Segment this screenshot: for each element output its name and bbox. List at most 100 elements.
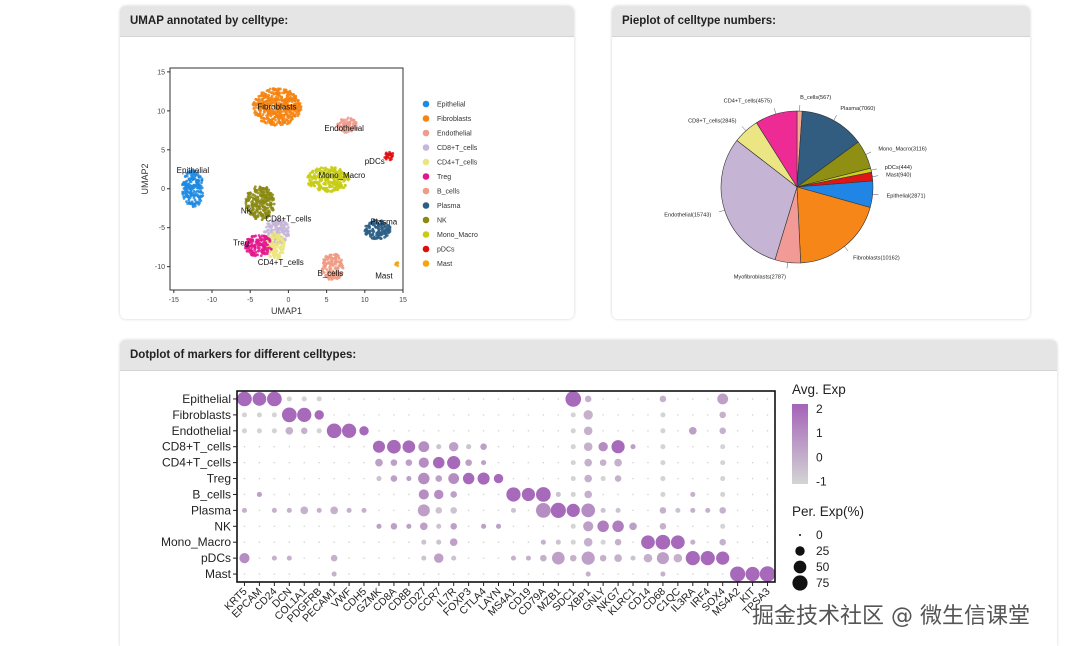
dotplot-dot: [480, 443, 487, 450]
dotplot-dot: [692, 477, 694, 480]
dotplot-dot: [512, 477, 515, 480]
dotplot-dot: [557, 445, 560, 448]
umap-point: [193, 194, 197, 198]
per-exp-tick-label: 25: [816, 544, 830, 558]
dotplot-dot: [273, 525, 276, 528]
dotplot-dot: [617, 398, 619, 400]
umap-point: [280, 250, 284, 254]
dotplot-dots: [237, 391, 776, 582]
dotplot-dot: [706, 525, 709, 528]
umap-point: [264, 194, 268, 198]
dotplot-dot: [452, 573, 455, 575]
avg-exp-tick-label: 2: [816, 402, 823, 416]
umap-point: [268, 239, 272, 243]
dotplot-dot: [243, 573, 246, 575]
umap-point: [371, 227, 375, 231]
umap-point: [385, 233, 389, 237]
dotplot-dot: [647, 509, 649, 512]
dotplot-dot: [536, 503, 551, 518]
dotplot-dot: [333, 414, 335, 416]
dotplot-dot: [766, 445, 769, 448]
umap-point: [333, 274, 337, 278]
dotplot-dot: [497, 445, 500, 448]
umap-point: [274, 118, 277, 122]
dotplot-dot: [557, 398, 560, 400]
dotplot-dot: [497, 493, 500, 496]
umap-point: [277, 101, 281, 105]
dotplot-dot: [542, 573, 545, 575]
umap-point: [264, 235, 268, 238]
dotplot-dot: [241, 507, 248, 513]
dotplot-dot: [481, 460, 487, 466]
pie-leader: [872, 194, 879, 196]
umap-point: [350, 118, 354, 122]
dotplot-dot: [632, 461, 634, 464]
umap-point: [265, 243, 269, 247]
pie-leader: [872, 175, 879, 177]
dotplot-chart: Epithelial Fibroblasts Endothelial CD8+T_ce…: [161, 382, 864, 625]
dotplot-dot: [617, 414, 619, 416]
dotplot-dot: [348, 477, 350, 480]
dotplot-dot: [659, 523, 667, 530]
dotplot-row-label: Mast: [205, 567, 232, 581]
dotplot-dot: [405, 459, 413, 466]
umap-point: [251, 212, 255, 216]
umap-point: [260, 119, 264, 123]
dotplot-dot: [512, 398, 515, 400]
umap-point: [322, 182, 326, 185]
umap-point: [266, 116, 270, 120]
umap-point: [292, 103, 296, 107]
dotplot-dot: [660, 491, 666, 498]
dotplot-dot: [303, 541, 306, 544]
dotplot-dot: [550, 502, 566, 518]
dotplot-dot: [542, 414, 545, 416]
umap-point: [282, 247, 285, 251]
dotplot-dot: [303, 477, 306, 480]
umap-point: [296, 99, 300, 103]
umap-point: [254, 195, 258, 199]
umap-point: [274, 95, 278, 99]
dotplot-dot: [348, 557, 350, 559]
umap-point: [325, 255, 329, 259]
umap-point: [275, 234, 278, 237]
umap-point: [280, 220, 284, 223]
dotplot-dot: [348, 525, 350, 528]
umap-point: [290, 116, 294, 120]
umap-plot-frame: [169, 67, 404, 291]
dotplot-dot: [393, 493, 395, 496]
dotplot-dot: [641, 535, 655, 550]
dotplot-dot: [542, 525, 545, 528]
dotplot-dot: [647, 429, 649, 432]
dotplot-dot: [318, 525, 320, 528]
umap-point: [365, 224, 369, 228]
dotplot-dot: [512, 525, 515, 528]
umap-point: [297, 112, 301, 116]
dotplot-dot: [719, 538, 726, 546]
dotplot-dot: [465, 459, 472, 466]
dotplot-dot: [258, 461, 261, 464]
umap-point: [325, 174, 328, 177]
umap-cluster-label: Treg: [233, 239, 249, 248]
dotplot-dot: [612, 520, 624, 533]
dotplot-dot: [359, 426, 369, 436]
pie-slice-label: Endothelial(15743): [664, 212, 711, 218]
umap-legend-label: NK: [437, 218, 447, 225]
umap-point: [267, 223, 271, 226]
dotplot-dot: [700, 551, 715, 566]
pie-slice-label: CD4+T_cells(4575): [724, 99, 772, 105]
umap-point: [250, 241, 254, 244]
umap-point: [270, 224, 274, 228]
umap-point: [337, 169, 341, 173]
umap-point: [282, 232, 286, 236]
dotplot-dot: [390, 475, 398, 482]
dotplot-dot: [318, 573, 320, 575]
dotplot-dot: [271, 428, 277, 434]
umap-point: [259, 242, 263, 246]
umap-point: [261, 116, 265, 120]
dotplot-dot: [597, 520, 609, 533]
avg-exp-tick-label: 0: [816, 450, 823, 464]
dotplot-dot: [614, 475, 622, 482]
dotplot-dot: [348, 414, 350, 416]
umap-point: [278, 236, 282, 240]
umap-point: [191, 205, 195, 209]
